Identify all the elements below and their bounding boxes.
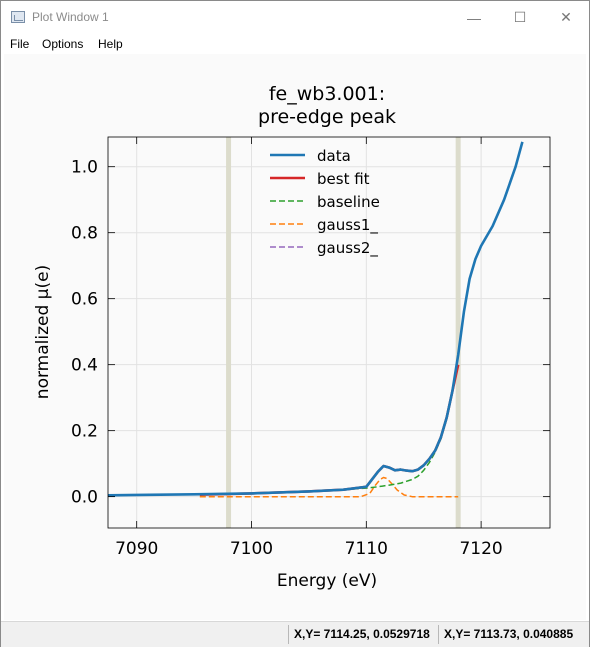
menu-file[interactable]: File (10, 37, 30, 51)
status-cursor-1: X,Y= 7114.25, 0.0529718 (288, 625, 440, 644)
menu-bar: File Options Help (1, 34, 589, 54)
x-tick-label: 7110 (345, 539, 388, 559)
title-bar[interactable]: Plot Window 1 — ☐ ✕ (1, 1, 589, 34)
legend: data best fit baseline gauss1_ gauss2_ (270, 147, 380, 258)
y-axis-label: normalized μ(e) (33, 265, 53, 399)
legend-label: baseline (317, 193, 380, 211)
x-tick-label: 7090 (115, 539, 158, 559)
menu-options[interactable]: Options (42, 37, 84, 51)
plot-canvas[interactable]: fe_wb3.001: pre-edge peak 7090 7100 7110 71… (4, 54, 586, 620)
window-title: Plot Window 1 (32, 10, 109, 24)
x-tick-label: 7120 (459, 539, 502, 559)
axes-frame (107, 136, 551, 529)
app-icon (11, 11, 25, 23)
legend-label: best fit (317, 170, 370, 188)
y-tick-label: 0.8 (71, 224, 98, 244)
y-tick-label: 0.4 (71, 356, 98, 376)
x-axis-label: Energy (eV) (277, 571, 377, 591)
status-bar: X,Y= 7114.25, 0.0529718 X,Y= 7113.73, 0.… (1, 621, 589, 647)
chart-title-line-1: fe_wb3.001: (269, 83, 385, 105)
y-tick-label: 1.0 (71, 158, 98, 178)
legend-label: gauss2_ (317, 239, 378, 258)
status-cursor-2: X,Y= 7113.73, 0.040885 (438, 625, 590, 644)
series-line-data (107, 141, 524, 497)
minimize-button[interactable]: — (467, 9, 481, 26)
legend-label: data (317, 147, 351, 165)
chart-svg[interactable]: fe_wb3.001: pre-edge peak 7090 7100 7110 71… (4, 54, 586, 620)
series-line-baseline (199, 364, 459, 496)
x-tick-label: 7100 (230, 539, 273, 559)
tick-layer: 7090 7100 7110 7120 0.0 0.2 0.4 0.6 0.8 1.0 (71, 137, 550, 559)
y-tick-label: 0.6 (71, 290, 98, 310)
y-tick-label: 0.0 (71, 488, 98, 508)
maximize-button[interactable]: ☐ (513, 9, 527, 25)
menu-help[interactable]: Help (98, 37, 123, 51)
series-line-gauss1 (199, 476, 459, 498)
y-tick-label: 0.2 (71, 422, 98, 442)
series-layer (107, 141, 524, 498)
legend-label: gauss1_ (317, 216, 378, 235)
chart-title-line-2: pre-edge peak (258, 106, 396, 128)
marker-layer (226, 137, 461, 528)
close-button[interactable]: ✕ (560, 9, 572, 25)
